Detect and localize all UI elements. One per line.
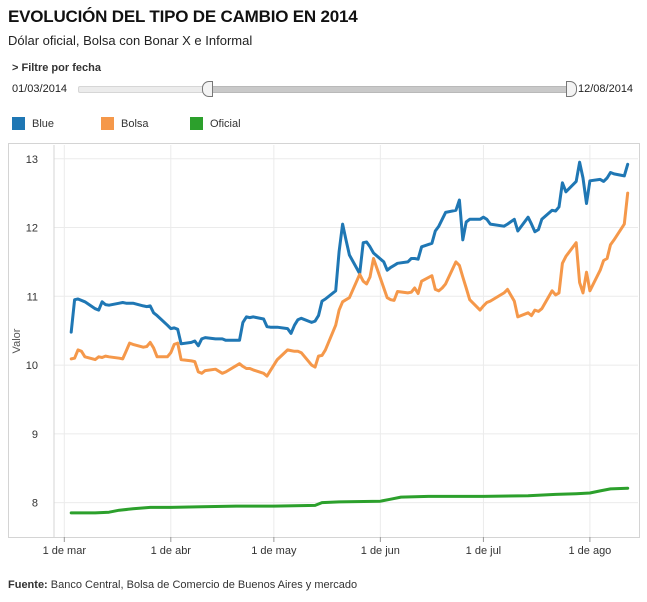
x-tick-label: 1 de ago bbox=[568, 545, 611, 557]
x-tick-label: 1 de may bbox=[251, 545, 297, 557]
legend-item-oficial[interactable]: Oficial bbox=[190, 117, 241, 130]
legend-item-bolsa[interactable]: Bolsa bbox=[101, 117, 149, 130]
source-text: Banco Central, Bolsa de Comercio de Buen… bbox=[47, 579, 358, 591]
line-chart: 8 9 10 11 12 13 1 de mar 1 de abr 1 de may 1 de j… bbox=[8, 143, 640, 557]
x-tick-label: 1 de mar bbox=[43, 545, 87, 557]
y-tick-label: 10 bbox=[26, 360, 38, 372]
legend-swatch-blue bbox=[12, 117, 25, 130]
legend-label-blue: Blue bbox=[32, 117, 55, 130]
y-tick-label: 11 bbox=[27, 291, 38, 303]
legend-item-blue[interactable]: Blue bbox=[12, 117, 54, 130]
x-tick-label: 1 de jun bbox=[361, 545, 400, 557]
y-tick-label: 9 bbox=[32, 429, 38, 441]
date-range-selected bbox=[208, 86, 572, 93]
slider-end-handle[interactable] bbox=[566, 81, 577, 97]
series-line-blue bbox=[69, 160, 630, 348]
legend-swatch-oficial bbox=[190, 117, 203, 130]
filter-start-date: 01/03/2014 bbox=[12, 83, 68, 95]
y-tick-label: 12 bbox=[26, 223, 38, 235]
series-line-bolsa bbox=[69, 191, 630, 378]
series-line-oficial bbox=[69, 486, 630, 515]
x-tick-label: 1 de abr bbox=[151, 545, 192, 557]
chart-subtitle: Dólar oficial, Bolsa con Bonar X e Infor… bbox=[8, 33, 253, 48]
x-tick-label: 1 de jul bbox=[466, 545, 501, 557]
legend-label-oficial: Oficial bbox=[210, 117, 241, 130]
y-tick-label: 13 bbox=[26, 154, 38, 166]
date-filter-toggle[interactable]: > Filtre por fecha bbox=[12, 62, 101, 74]
filter-end-date: 12/08/2014 bbox=[578, 83, 634, 95]
source-note: Fuente: Banco Central, Bolsa de Comercio… bbox=[8, 579, 357, 591]
y-axis-title: Valor bbox=[11, 328, 23, 353]
legend-swatch-bolsa bbox=[101, 117, 114, 130]
legend-label-bolsa: Bolsa bbox=[121, 117, 149, 130]
chart-title: EVOLUCIÓN DEL TIPO DE CAMBIO EN 2014 bbox=[8, 7, 358, 26]
chart-frame bbox=[8, 143, 640, 538]
y-tick-label: 8 bbox=[32, 498, 38, 510]
slider-start-handle[interactable] bbox=[202, 81, 213, 97]
source-label: Fuente: bbox=[8, 579, 48, 591]
